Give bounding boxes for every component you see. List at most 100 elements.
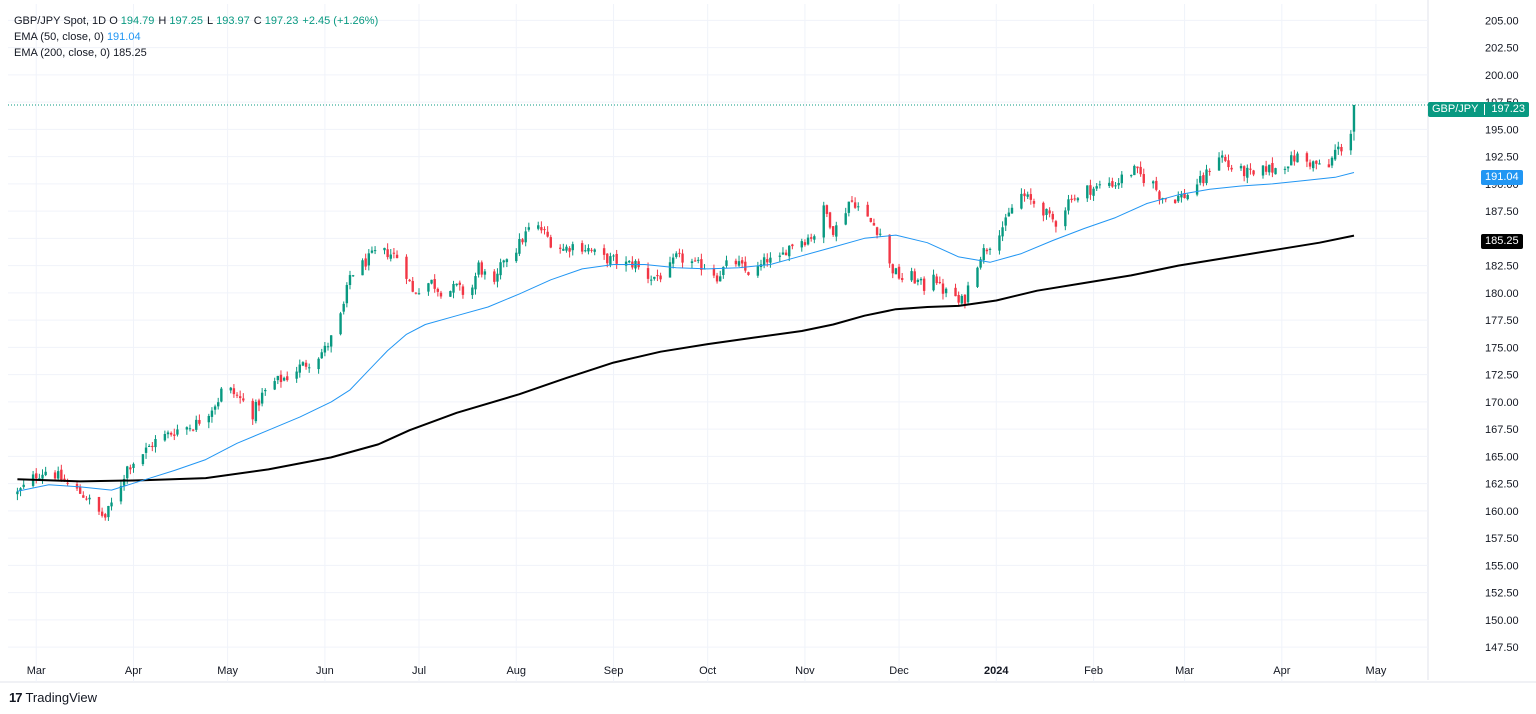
candle [264, 388, 267, 396]
candle [207, 413, 210, 429]
tradingview-brand-label: TradingView [25, 690, 98, 705]
candle-body [800, 241, 803, 248]
candle [524, 226, 527, 247]
candle-body [1155, 180, 1158, 190]
candle [631, 256, 634, 270]
candle [900, 272, 904, 283]
candle [286, 371, 289, 382]
candle-body [411, 280, 414, 292]
candle-body [747, 272, 750, 275]
candle [251, 398, 254, 425]
candle-body [414, 292, 418, 294]
candle [653, 276, 656, 281]
y-tick-label: 175.00 [1485, 342, 1519, 354]
candle [715, 272, 719, 284]
candle [831, 226, 835, 237]
candle-body [383, 247, 386, 251]
candle-body [850, 200, 854, 202]
candle [129, 464, 132, 475]
candle [56, 466, 60, 480]
candle-body [879, 233, 882, 235]
y-tick-label: 170.00 [1485, 397, 1519, 409]
candle [1020, 188, 1023, 210]
candle [1337, 141, 1340, 155]
candle-body [521, 239, 524, 243]
candle [1296, 151, 1299, 163]
y-tick-label: 162.50 [1485, 479, 1519, 491]
candle-body [1007, 212, 1011, 217]
candle-body [41, 474, 44, 479]
candle [697, 257, 700, 264]
candle-body [1173, 199, 1177, 204]
candle [304, 359, 308, 370]
candle [891, 263, 894, 279]
candle [483, 268, 487, 280]
candle [1073, 194, 1076, 202]
candle [502, 259, 505, 268]
candle [232, 384, 236, 398]
candle-body [389, 254, 392, 259]
x-tick-label: Apr [1273, 665, 1290, 677]
candle [1202, 172, 1205, 187]
y-tick-label: 160.00 [1485, 506, 1519, 518]
candle [235, 392, 239, 399]
tradingview-brand[interactable]: 17 TradingView [9, 690, 97, 705]
candle-body [835, 225, 838, 237]
candle [1217, 152, 1221, 171]
candle [1177, 191, 1180, 203]
candle-body [496, 273, 499, 282]
candle-body [1130, 175, 1133, 177]
candle [408, 278, 411, 282]
y-tick-label: 195.00 [1485, 124, 1519, 136]
candle [853, 197, 857, 209]
candle [282, 376, 286, 382]
candle-body [1064, 210, 1067, 227]
candle [66, 478, 69, 486]
candle-body [1136, 166, 1139, 169]
candle [1173, 199, 1177, 204]
candle-body [1286, 166, 1290, 169]
candle [351, 274, 355, 277]
candle-body [998, 235, 1001, 251]
candle [725, 255, 728, 268]
candle [875, 226, 879, 239]
candle-body [1293, 155, 1296, 162]
candle [546, 226, 549, 238]
candle-body [198, 419, 201, 424]
candle [147, 444, 151, 447]
candle [329, 335, 333, 353]
candle [1180, 190, 1183, 203]
candle [1067, 194, 1070, 215]
legend-low-value: 193.97 [216, 15, 250, 27]
candle-body [540, 227, 543, 231]
candle [866, 201, 869, 217]
candle-body [373, 250, 377, 252]
candle [364, 253, 367, 271]
candle [392, 247, 396, 259]
candle-body [543, 229, 546, 231]
candle [1029, 188, 1033, 205]
candle [144, 442, 148, 459]
candle [386, 243, 389, 260]
x-tick-label: 2024 [984, 665, 1009, 677]
y-tick-label: 202.50 [1485, 43, 1519, 55]
candle-body [405, 256, 408, 279]
candle-body [217, 402, 220, 407]
candle-body [317, 358, 320, 370]
candle [659, 272, 662, 283]
candle-body [778, 255, 782, 257]
x-tick-label: Nov [795, 665, 815, 677]
candle-body [1264, 166, 1268, 172]
candle-body [784, 252, 788, 256]
candle [587, 244, 590, 255]
candle-body [1340, 146, 1343, 152]
ema50-line [17, 172, 1355, 492]
candle-body [558, 247, 562, 249]
candle [361, 258, 364, 276]
candle [1186, 193, 1189, 201]
candle [1136, 166, 1139, 174]
candle-body [367, 253, 371, 266]
candle-body [461, 286, 465, 295]
candle-body [210, 410, 214, 417]
